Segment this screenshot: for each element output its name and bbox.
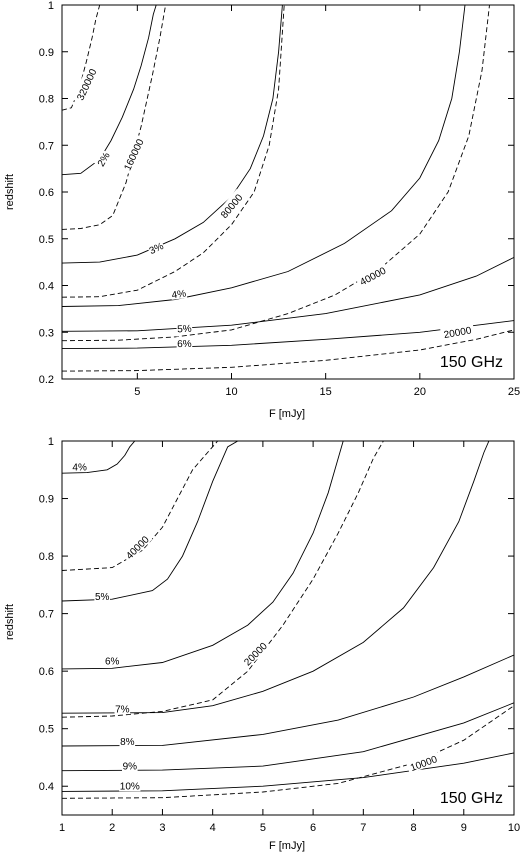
chart-top-series-8: [62, 5, 490, 342]
chart-bottom-series-2: [62, 441, 344, 670]
chart-top-ytick-label-7: 0.9: [39, 47, 54, 59]
chart-bottom-xtick-label-6: 7: [360, 822, 366, 834]
chart-bottom-xtick-label-0: 1: [59, 822, 65, 834]
chart-bottom-xtick-label-8: 9: [461, 822, 467, 834]
chart-bottom-ytick-label-2: 0.6: [39, 666, 54, 678]
chart-bottom-label-bg-3: [114, 702, 131, 715]
chart-bottom-label-bg-8: [238, 637, 271, 670]
chart-bottom-label-bg-1: [94, 589, 110, 602]
chart-top-label-bg-2: [170, 285, 188, 300]
chart-top-plot-frame: [61, 4, 515, 380]
chart-bottom-series-label-2: 6%: [105, 656, 120, 667]
chart-top-series-2: [62, 5, 466, 307]
chart-top-label-bg-3: [176, 321, 193, 334]
chart-bottom-series-label-5: 9%: [123, 762, 138, 773]
chart-top-label-bg-6: [119, 134, 147, 175]
chart-bottom-xtick-label-1: 2: [109, 822, 115, 834]
chart-bottom-frequency-label: 150 GHz: [440, 790, 503, 807]
chart-top-series-0: [62, 5, 157, 176]
chart-bottom-label-bg-9: [405, 750, 441, 774]
chart-bottom-label-bg-5: [122, 759, 138, 772]
chart-bottom-xtick-label-7: 8: [410, 822, 416, 834]
chart-bottom-series-5: [62, 702, 514, 772]
chart-top-label-bg-9: [440, 322, 475, 341]
chart-bottom-series-8: [62, 441, 384, 718]
chart-bottom-curves: [62, 441, 514, 799]
chart-bottom-plot-frame: [61, 440, 515, 816]
chart-bottom-label-bg-4: [119, 734, 136, 747]
chart-top-label-bg-8: [354, 262, 390, 289]
chart-bottom-ytick-label-3: 0.7: [39, 609, 54, 621]
chart-bottom-ytick-label-0: 0.4: [39, 781, 54, 793]
chart-bottom-xtick-label-3: 4: [210, 822, 216, 834]
chart-top-ylabel: redshift: [4, 174, 16, 210]
chart-top-label-bg-5: [71, 63, 100, 105]
chart-bottom-series-1: [62, 441, 239, 602]
chart-bottom-series-0: [62, 441, 138, 474]
chart-top-series-6: [62, 5, 167, 230]
chart-bottom-xlabel: F [mJy]: [269, 840, 305, 852]
chart-top-label-bg-7: [215, 188, 246, 222]
chart-top-xtick-label-1: 10: [225, 386, 237, 398]
chart-bottom-series-label-3: 7%: [115, 705, 130, 716]
chart-top-series-7: [62, 5, 285, 298]
chart-bottom-xtick-label-4: 5: [260, 822, 266, 834]
chart-top-xtick-label-0: 5: [134, 386, 140, 398]
chart-panel-top: redshift F [mJy] 150 GHz 2%3%4%5%6%32000…: [4, 0, 520, 420]
chart-panel-bottom: redshift F [mJy] 150 GHz 4% 5% 6% 7% 8% 9% 10%…: [4, 436, 520, 852]
chart-top-xlabel: F [mJy]: [269, 408, 305, 420]
chart-bottom-xtick-label-2: 3: [159, 822, 165, 834]
chart-bottom-ytick-label-6: 1: [48, 436, 54, 448]
chart-top-label-bg-0: [93, 149, 112, 169]
chart-top-xtick-label-2: 15: [320, 386, 332, 398]
chart-top-curves: [62, 5, 514, 372]
chart-bottom-xtick-label-9: 10: [508, 822, 520, 834]
chart-bottom-xtick-label-5: 6: [310, 822, 316, 834]
chart-bottom-series-label-1: 5%: [95, 592, 110, 603]
chart-bottom-series-4: [62, 654, 514, 747]
chart-top-series-9: [62, 329, 514, 372]
chart-bottom-label-bg-2: [104, 653, 120, 666]
chart-bottom-ytick-label-1: 0.5: [39, 724, 54, 736]
chart-top-xtick-label-3: 20: [414, 386, 426, 398]
chart-top-label-bg-1: [146, 238, 166, 256]
chart-bottom-series-label-4: 8%: [120, 737, 135, 748]
chart-top-series-3: [62, 256, 514, 332]
chart-top-series-label-3: 5%: [177, 324, 192, 336]
chart-bottom-ytick-label-5: 0.9: [39, 494, 54, 506]
chart-bottom-series-6: [62, 752, 514, 792]
chart-bottom-ytick-label-4: 0.8: [39, 551, 54, 563]
chart-bottom-ylabel: redshift: [4, 604, 16, 640]
chart-top-xtick-label-4: 25: [508, 386, 520, 398]
chart-top-ytick-label-5: 0.7: [39, 140, 54, 152]
chart-top-ytick-label-4: 0.6: [39, 187, 54, 199]
chart-bottom-label-bg-0: [71, 459, 88, 472]
chart-top-ytick-label-1: 0.3: [39, 327, 54, 339]
chart-top-ytick-label-6: 0.8: [39, 94, 54, 106]
chart-bottom-series-label-0: 4%: [72, 462, 87, 473]
chart-bottom-series-label-6: 10%: [120, 782, 140, 793]
chart-top-label-bg-4: [176, 336, 193, 349]
chart-top-series-4: [62, 320, 514, 350]
chart-bottom-series-7: [62, 441, 226, 571]
chart-bottom-series-9: [62, 705, 514, 799]
chart-top-series-label-2: 4%: [171, 288, 187, 301]
chart-top-ytick-label-8: 1: [48, 0, 54, 12]
chart-top-series-label-0: 2%: [96, 151, 113, 169]
chart-top-series-5: [62, 5, 101, 111]
chart-top-series-1: [62, 5, 283, 264]
chart-top-ytick-label-3: 0.5: [39, 234, 54, 246]
chart-top-ytick-label-0: 0.2: [39, 374, 54, 386]
chart-bottom-label-bg-7: [120, 530, 153, 563]
chart-bottom-label-bg-6: [119, 779, 141, 792]
chart-bottom-series-3: [62, 441, 490, 714]
chart-top-frequency-label: 150 GHz: [440, 354, 503, 371]
chart-top-ytick-label-2: 0.4: [39, 281, 54, 293]
chart-top-series-label-9: 20000: [443, 325, 473, 341]
chart-top-series-label-4: 6%: [177, 339, 192, 350]
